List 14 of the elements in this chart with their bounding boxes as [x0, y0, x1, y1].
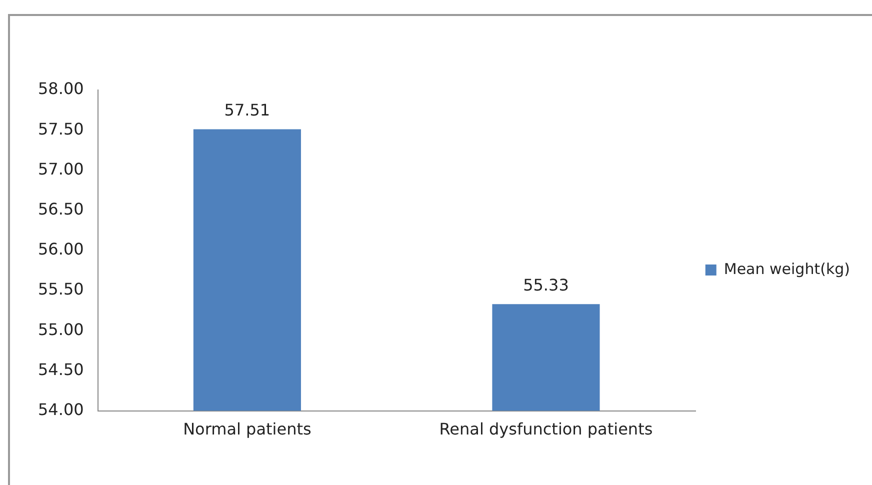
legend-label: Mean weight(kg) — [724, 260, 850, 278]
y-tick-label: 57.50 — [38, 119, 84, 138]
x-tick-label: Normal patients — [183, 420, 312, 439]
y-tick-label: 56.50 — [38, 199, 84, 218]
y-tick-label: 57.00 — [38, 159, 84, 178]
y-tick-label: 55.00 — [38, 320, 84, 339]
data-label: 55.33 — [523, 275, 569, 294]
y-tick-label: 58.00 — [38, 79, 84, 98]
y-tick-label: 54.50 — [38, 360, 84, 379]
y-tick-label: 56.00 — [38, 240, 84, 259]
y-tick-label: 54.00 — [38, 400, 84, 419]
y-tick-label: 55.50 — [38, 280, 84, 299]
x-tick-label: Renal dysfunction patients — [439, 420, 653, 439]
data-label: 57.51 — [224, 100, 270, 120]
